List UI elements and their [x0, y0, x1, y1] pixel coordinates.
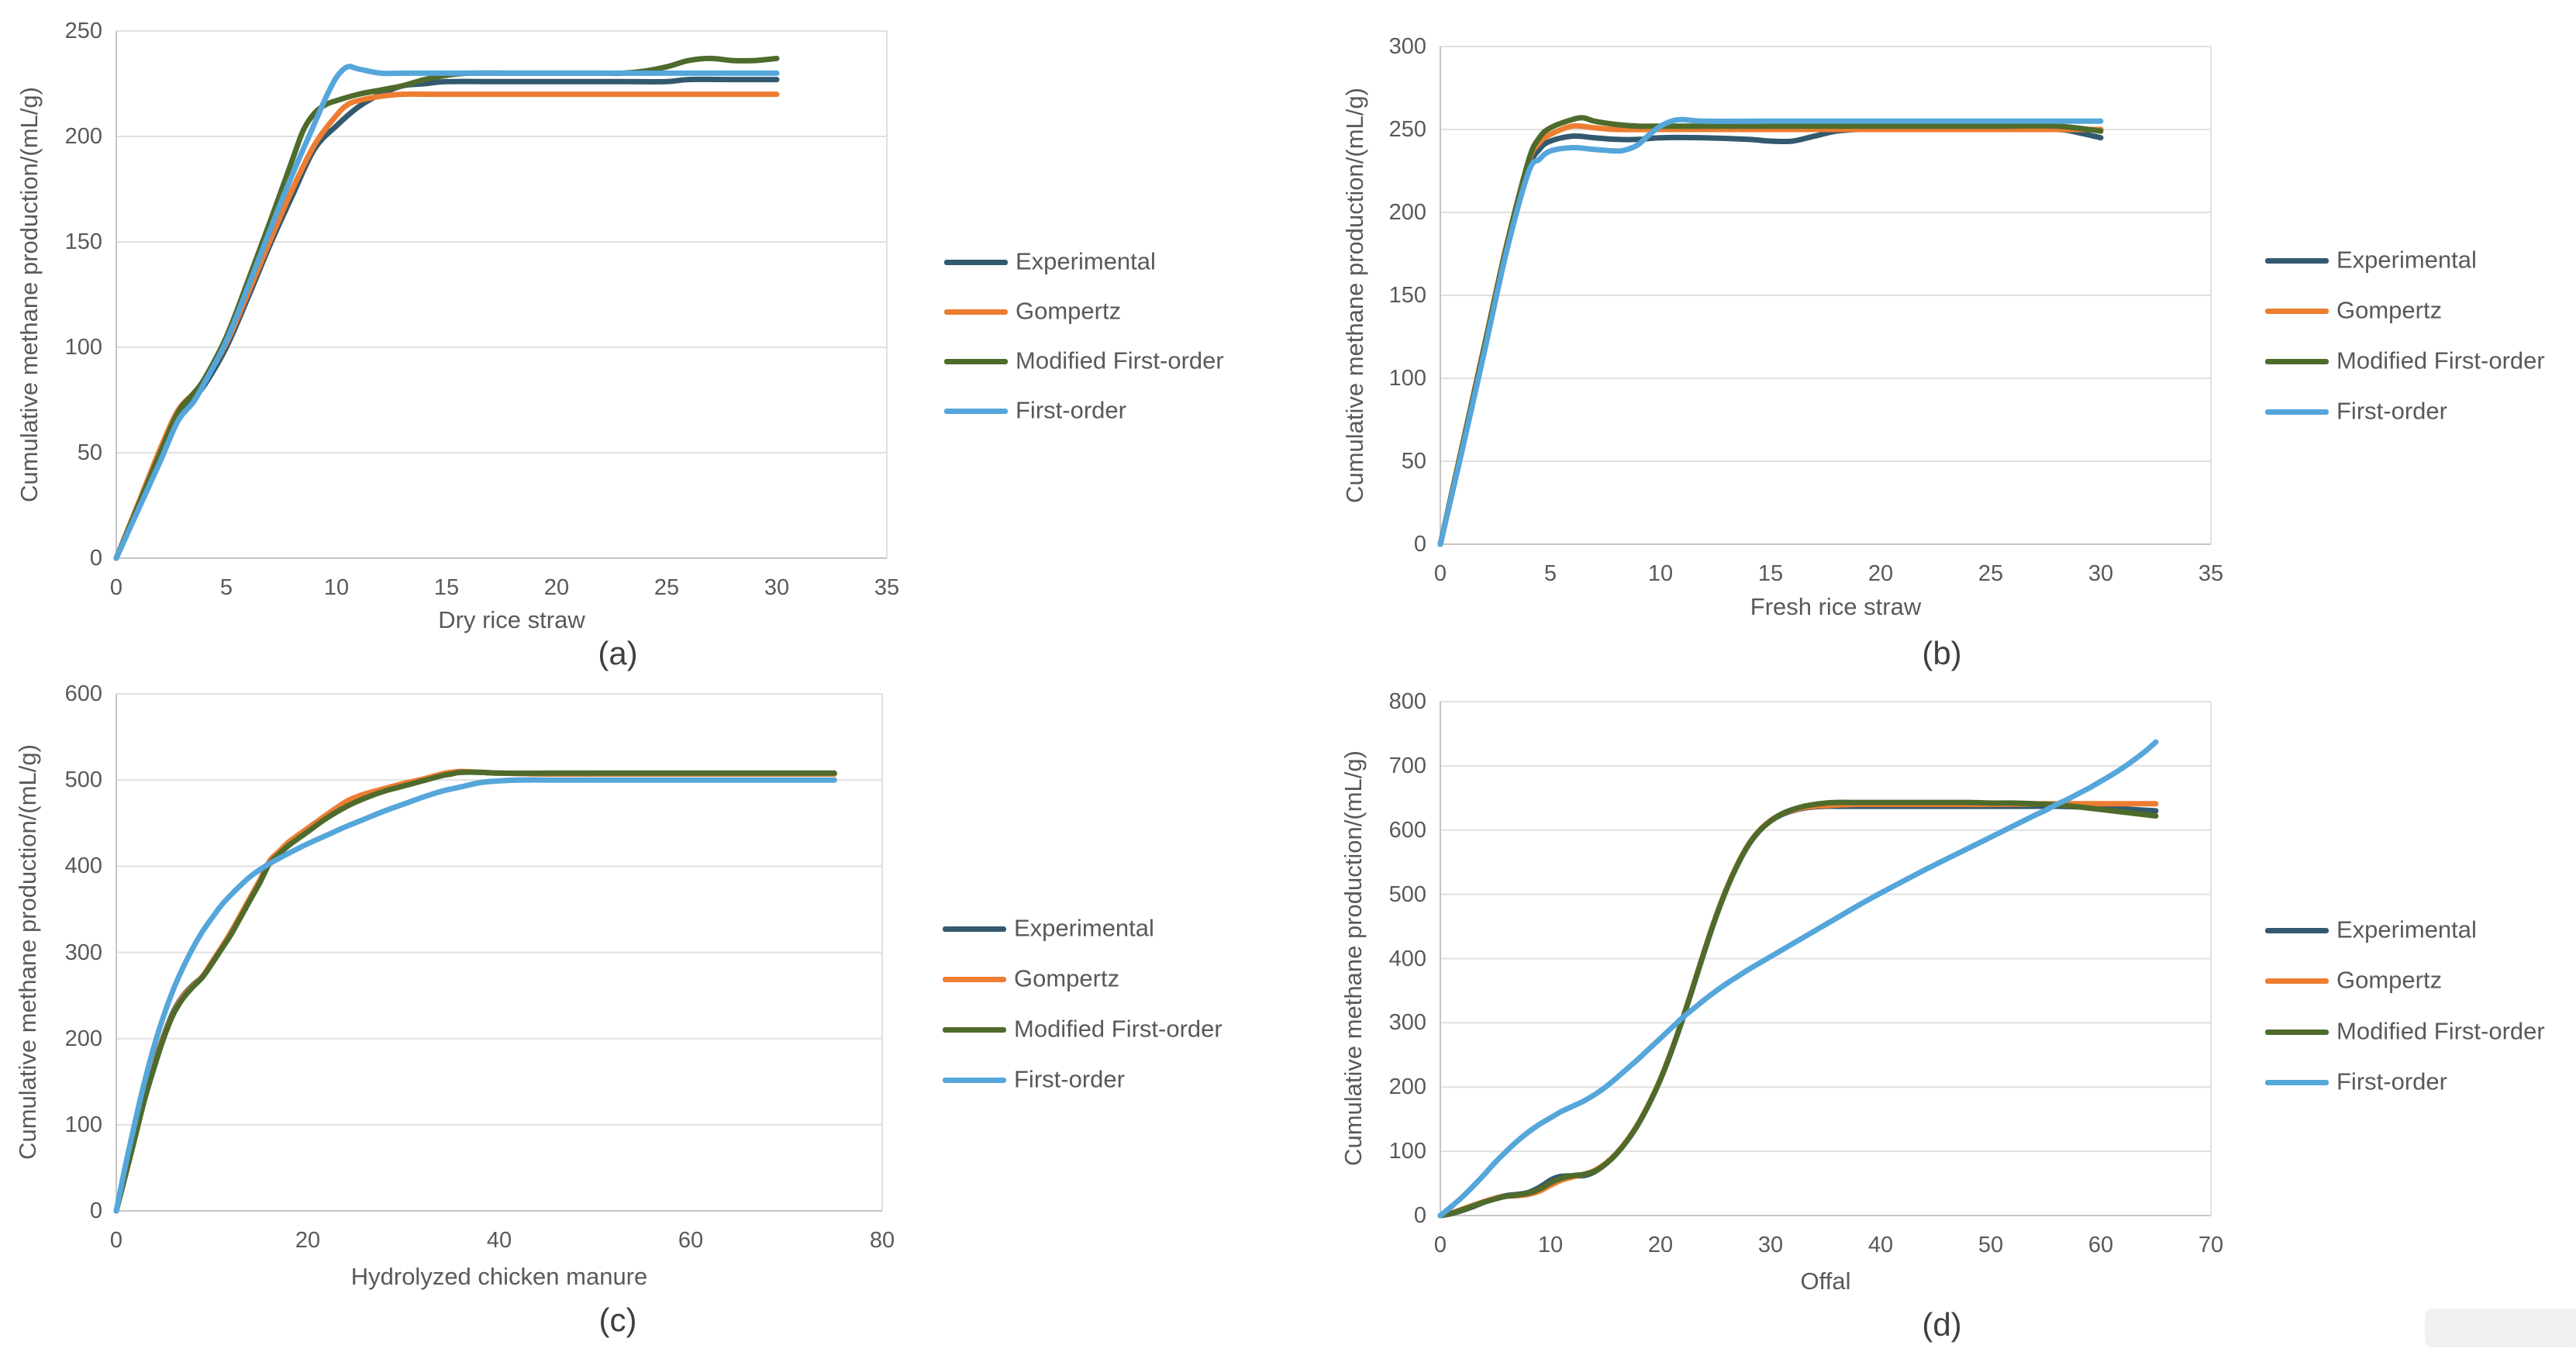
- series-line-gompertz: [113, 91, 780, 561]
- series-line-experimental: [113, 76, 780, 561]
- series-line-modified-first-order: [1437, 799, 2159, 1219]
- series-line-first-order: [1437, 739, 2159, 1219]
- series-line-gompertz: [1437, 801, 2159, 1219]
- series-line-experimental: [113, 769, 837, 1214]
- series-line-first-order: [113, 64, 780, 561]
- series-line-gompertz: [1437, 122, 2104, 547]
- series-line-gompertz: [113, 768, 837, 1214]
- series-line-experimental: [1437, 803, 2159, 1219]
- series-line-modified-first-order: [113, 769, 837, 1214]
- series-line-first-order: [1437, 116, 2104, 547]
- series-line-modified-first-order: [1437, 115, 2104, 547]
- corner-artifact: [2425, 1309, 2576, 1347]
- series-line-modified-first-order: [113, 55, 780, 561]
- series-line-first-order: [113, 777, 837, 1214]
- series-line-experimental: [1437, 126, 2104, 547]
